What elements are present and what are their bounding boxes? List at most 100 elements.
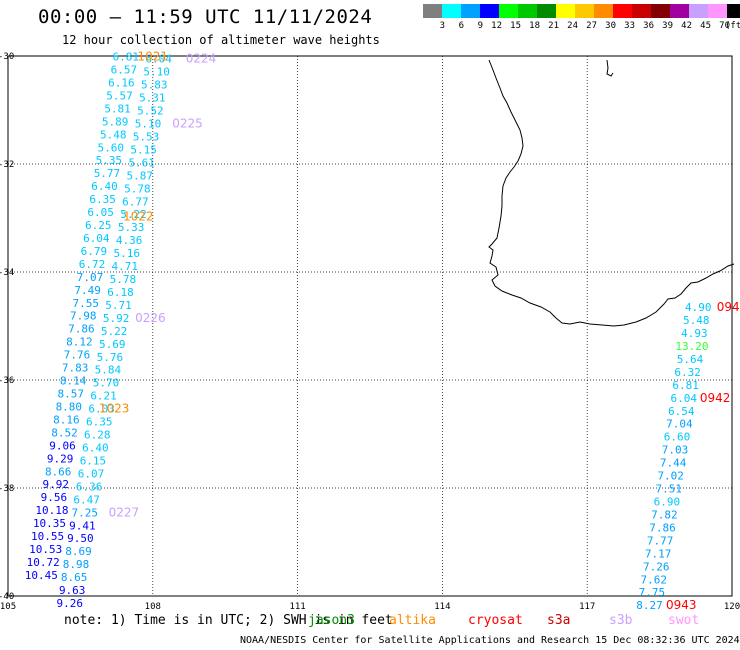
wave-height-value: 5.61 (128, 156, 155, 169)
wave-height-value: 5.22 (101, 325, 128, 338)
wave-height-value: 5.87 (127, 169, 154, 182)
color-swatch (518, 4, 537, 18)
pass-time-label: 0225 (172, 117, 203, 131)
wave-height-value: 7.82 (651, 508, 678, 521)
wave-height-value: 5.84 (95, 364, 122, 377)
wave-height-value: 5.92 (103, 312, 130, 325)
color-scale-label: 9 (477, 21, 483, 31)
lon-tick-label: 114 (434, 602, 450, 612)
wave-height-value: 7.25 (71, 506, 98, 519)
wave-height-value: 9.41 (69, 519, 96, 532)
wave-height-value: 7.77 (647, 534, 674, 547)
wave-height-value: 6.04 (83, 232, 110, 245)
color-swatch (461, 4, 480, 18)
lat-tick-label: -38 (0, 484, 14, 494)
color-scale-label: 33 (624, 21, 635, 31)
wave-height-value: 9.56 (41, 491, 68, 504)
color-swatch (499, 4, 518, 18)
wave-height-value: 6.72 (79, 258, 106, 271)
wave-height-value: 5.10 (143, 66, 170, 79)
color-scale-unit: (ft) (725, 21, 740, 31)
wave-height-value: 6.05 (87, 206, 114, 219)
wave-height-value: 5.76 (97, 351, 124, 364)
wave-height-value: 6.21 (90, 390, 117, 403)
lat-tick-label: -30 (0, 52, 14, 62)
color-scale-label: 70 (719, 21, 730, 31)
wave-height-value: 6.60 (664, 431, 691, 444)
wave-height-value: 5.48 (100, 128, 127, 141)
wave-height-value: 7.02 (657, 470, 684, 483)
wave-height-value: 9.92 (43, 478, 70, 491)
wave-height-value: 10.72 (27, 556, 60, 569)
color-swatch (423, 4, 442, 18)
wave-height-value: 7.04 (666, 418, 693, 431)
color-swatch (727, 4, 740, 18)
color-scale-label: 21 (548, 21, 559, 31)
wave-height-value: 5.15 (130, 143, 157, 156)
legend-item-altika: altika (389, 613, 436, 628)
wave-height-value: 6.77 (122, 195, 149, 208)
wave-height-value: 6.40 (91, 180, 118, 193)
wave-height-value: 8.27 (636, 599, 663, 612)
wave-height-value: 8.52 (51, 426, 78, 439)
footer-note: note: 1) Time is in UTC; 2) SWH is in fe… (64, 613, 393, 628)
wave-height-value: 8.12 (66, 336, 93, 349)
wave-height-value: 6.57 (111, 64, 138, 77)
lon-tick-label: 108 (145, 602, 161, 612)
chart-subtitle: 12 hour collection of altimeter wave hei… (62, 33, 380, 47)
wave-height-value: 9.63 (59, 584, 86, 597)
wave-height-value: 7.17 (645, 547, 672, 560)
legend-item-s3a: s3a (547, 613, 571, 628)
wave-height-value: 5.52 (137, 105, 164, 118)
wave-height-value: 7.51 (656, 483, 683, 496)
wave-height-value: 5.10 (135, 118, 162, 131)
pass-time-label: 0942 (700, 391, 731, 405)
pass-time-label: 0941 (717, 300, 740, 314)
wave-height-value: 6.35 (89, 193, 116, 206)
wave-height-value: 6.81 (672, 379, 699, 392)
wave-height-value: 8.57 (57, 388, 84, 401)
color-scale-label: 12 (491, 21, 502, 31)
wave-height-value: 6.15 (80, 454, 107, 467)
wave-height-value: 5.78 (110, 273, 137, 286)
wave-height-value: 10.55 (31, 530, 64, 543)
wave-height-value: 4.36 (116, 234, 143, 247)
color-swatch (613, 4, 632, 18)
wave-height-value: 9.26 (57, 597, 84, 610)
wave-height-value: 10.18 (35, 504, 68, 517)
pass-time-label: 1021 (138, 50, 169, 64)
wave-height-value: 4.71 (112, 260, 139, 273)
coastline-west-australia (488, 59, 735, 327)
lon-tick-label: 120 (724, 602, 740, 612)
map-frame (7, 55, 733, 597)
wave-height-value: 9.06 (49, 439, 76, 452)
pass-time-label: 1022 (123, 209, 154, 223)
wave-height-value: 8.65 (61, 571, 88, 584)
wave-height-value: 6.03 (88, 403, 115, 416)
wave-height-value: 5.53 (133, 130, 160, 143)
wave-height-value: 8.16 (53, 413, 80, 426)
wave-height-value: 7.75 (639, 586, 666, 599)
color-scale-label: 39 (662, 21, 673, 31)
wave-height-value: 6.90 (654, 496, 681, 509)
color-swatch (575, 4, 594, 18)
color-swatch (556, 4, 575, 18)
wave-height-value: 8.14 (60, 375, 87, 388)
wave-height-value: 5.78 (124, 182, 151, 195)
legend-item-swot: swot (668, 613, 700, 628)
wave-height-value: 5.83 (141, 79, 168, 92)
wave-height-value: 5.16 (113, 247, 140, 260)
wave-height-value: 5.22 (120, 208, 147, 221)
color-scale-label: 15 (510, 21, 521, 31)
wave-height-value: 7.62 (641, 573, 668, 586)
lon-tick-label: 111 (289, 602, 305, 612)
wave-height-value: 7.03 (662, 444, 689, 457)
wave-height-value: 7.86 (649, 521, 676, 534)
wave-height-value: 6.04 (670, 392, 697, 405)
wave-height-value: 10.35 (33, 517, 66, 530)
wave-height-value: 4.90 (685, 301, 712, 314)
color-scale-label: 36 (643, 21, 654, 31)
lon-tick-label: 117 (579, 602, 595, 612)
wave-height-value: 8.80 (56, 400, 83, 413)
